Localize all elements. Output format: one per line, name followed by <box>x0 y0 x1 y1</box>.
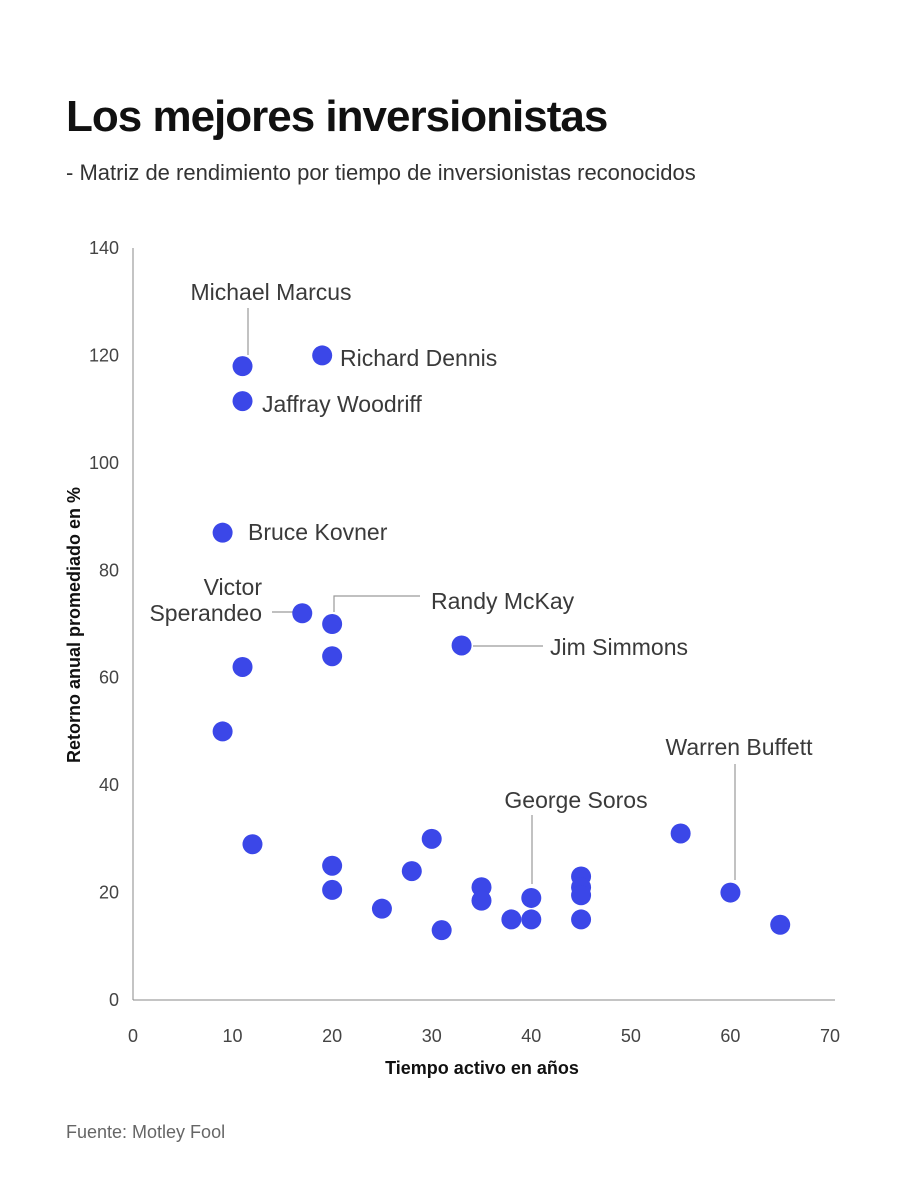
annotation-leader-line <box>333 595 420 612</box>
x-tick-label: 20 <box>322 1026 342 1046</box>
data-point <box>571 885 592 906</box>
data-point <box>322 646 343 667</box>
data-point <box>571 909 592 930</box>
x-tick-label: 50 <box>621 1026 641 1046</box>
annotation-line: Sperandeo <box>149 600 262 626</box>
data-point <box>471 890 492 911</box>
data-point <box>371 898 392 919</box>
data-point <box>232 356 253 377</box>
y-tick-label: 20 <box>99 883 119 903</box>
data-point <box>720 882 741 903</box>
data-points <box>212 345 791 941</box>
point-annotation: George Soros <box>504 787 647 813</box>
data-point <box>451 635 472 656</box>
data-point <box>322 879 343 900</box>
x-tick-label: 30 <box>422 1026 442 1046</box>
data-point <box>431 920 452 941</box>
data-point <box>242 834 263 855</box>
y-tick-label: 100 <box>89 453 119 473</box>
data-point <box>232 656 253 677</box>
y-tick-label: 120 <box>89 345 119 365</box>
annotation-line: Victor <box>204 574 263 600</box>
data-point <box>312 345 333 366</box>
point-annotation: Richard Dennis <box>340 345 497 371</box>
point-annotation: Warren Buffett <box>665 734 813 760</box>
data-point <box>421 828 442 849</box>
point-annotation: Victor Sperandeo <box>149 574 262 626</box>
data-point <box>212 721 233 742</box>
y-axis-title: Retorno anual promediado en % <box>64 487 84 763</box>
axes: 0 20 40 60 80 100 120 140 0 10 20 30 40 50 60 70 Tiempo … <box>64 238 840 1078</box>
point-annotation: Randy McKay <box>431 588 575 614</box>
x-tick-label: 0 <box>128 1026 138 1046</box>
data-point <box>521 909 542 930</box>
data-point <box>770 914 791 935</box>
x-tick-label: 60 <box>720 1026 740 1046</box>
y-tick-label: 140 <box>89 238 119 258</box>
data-point <box>322 855 343 876</box>
point-annotation: Jaffray Woodriff <box>262 391 422 417</box>
x-axis-title: Tiempo activo en años <box>385 1058 579 1078</box>
x-tick-label: 10 <box>223 1026 243 1046</box>
data-point <box>501 909 522 930</box>
point-annotation: Michael Marcus <box>190 279 351 305</box>
chart-title: Los mejores inversionistas <box>66 92 608 141</box>
data-point <box>521 887 542 908</box>
data-point <box>322 614 343 634</box>
x-tick-label: 70 <box>820 1026 840 1046</box>
data-point <box>670 823 691 844</box>
annotation-labels: Michael Marcus Richard Dennis Jaffray Wood… <box>149 279 813 813</box>
y-tick-label: 60 <box>99 668 119 688</box>
data-point <box>212 522 233 543</box>
data-point <box>401 861 422 882</box>
x-tick-label: 40 <box>521 1026 541 1046</box>
data-point <box>292 603 313 624</box>
y-tick-label: 80 <box>99 560 119 580</box>
data-point <box>232 391 253 412</box>
annotation-leaders <box>247 308 736 884</box>
y-tick-label: 0 <box>109 990 119 1010</box>
chart-subtitle: - Matriz de rendimiento por tiempo de in… <box>66 160 696 185</box>
point-annotation: Bruce Kovner <box>248 519 388 545</box>
source-note: Fuente: Motley Fool <box>66 1122 226 1142</box>
point-annotation: Jim Simmons <box>550 634 688 660</box>
y-tick-label: 40 <box>99 775 119 795</box>
